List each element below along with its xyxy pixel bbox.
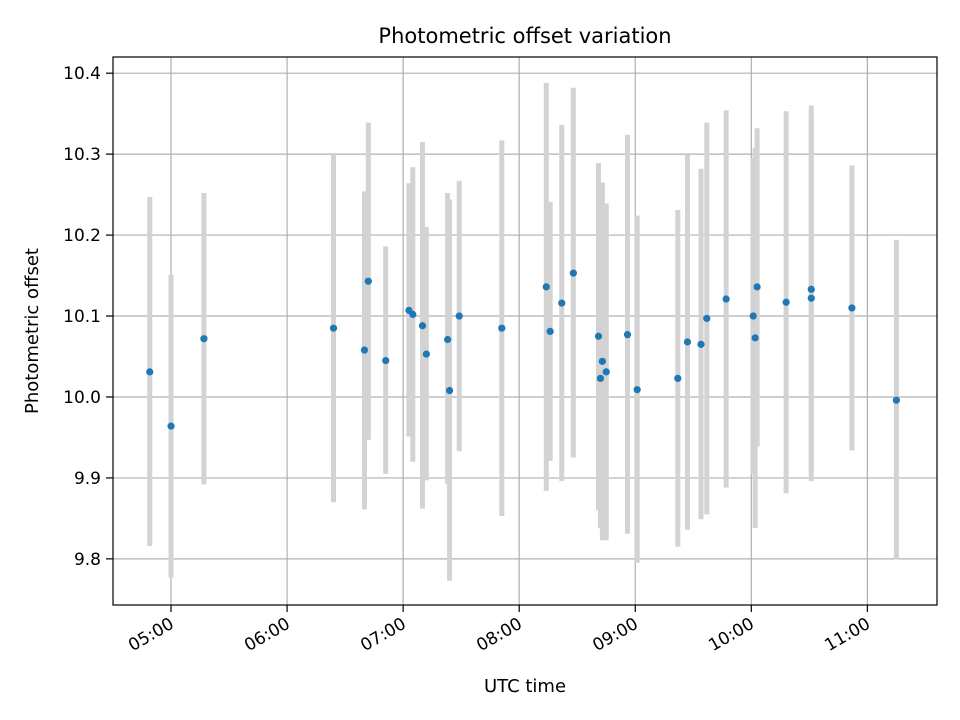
- data-point: [418, 322, 427, 330]
- data-point: [782, 298, 790, 306]
- data-point: [594, 332, 603, 340]
- data-point: [382, 356, 390, 365]
- data-point: [329, 324, 338, 332]
- data-point: [455, 312, 463, 320]
- data-point: [722, 295, 730, 303]
- chart-title: Photometric offset variation: [378, 24, 671, 48]
- data-point: [542, 283, 550, 291]
- y-axis-ticks: 9.8 9.9 10.0 10.1 10.2 10.3 10.4: [63, 64, 113, 570]
- data-point: [697, 340, 705, 348]
- y-tick-label: 10.0: [63, 388, 101, 408]
- data-point: [807, 294, 815, 302]
- y-tick-label: 10.4: [63, 64, 101, 84]
- data-point: [444, 335, 452, 344]
- data-points: [146, 269, 900, 430]
- data-point: [546, 327, 554, 336]
- data-point: [558, 299, 566, 307]
- data-point: [623, 331, 632, 339]
- data-point: [674, 374, 682, 382]
- data-point: [200, 335, 208, 343]
- data-point: [596, 374, 605, 382]
- y-tick-label: 10.2: [63, 226, 101, 246]
- data-point: [422, 350, 430, 358]
- data-point: [598, 357, 606, 365]
- y-tick-label: 9.9: [74, 469, 101, 489]
- data-point: [409, 310, 417, 319]
- data-point: [703, 314, 711, 323]
- data-point: [892, 396, 900, 404]
- data-point: [848, 304, 856, 312]
- data-point: [498, 324, 506, 332]
- data-point: [360, 346, 369, 354]
- data-point: [569, 269, 577, 277]
- data-point: [364, 277, 372, 285]
- y-axis-label: Photometric offset: [22, 248, 43, 414]
- y-tick-label: 10.3: [63, 145, 101, 165]
- data-point: [683, 338, 692, 346]
- data-point: [753, 283, 761, 291]
- data-point: [807, 285, 815, 293]
- data-point: [751, 334, 759, 342]
- data-point: [146, 368, 154, 376]
- y-tick-label: 10.1: [63, 307, 101, 327]
- plot-frame: [112, 56, 938, 606]
- y-tick-label: 9.8: [74, 550, 101, 570]
- data-point: [749, 312, 757, 320]
- data-point: [167, 422, 175, 430]
- data-point: [445, 386, 454, 395]
- data-point: [633, 386, 641, 394]
- x-axis-label: UTC time: [484, 676, 566, 697]
- data-point: [602, 368, 610, 376]
